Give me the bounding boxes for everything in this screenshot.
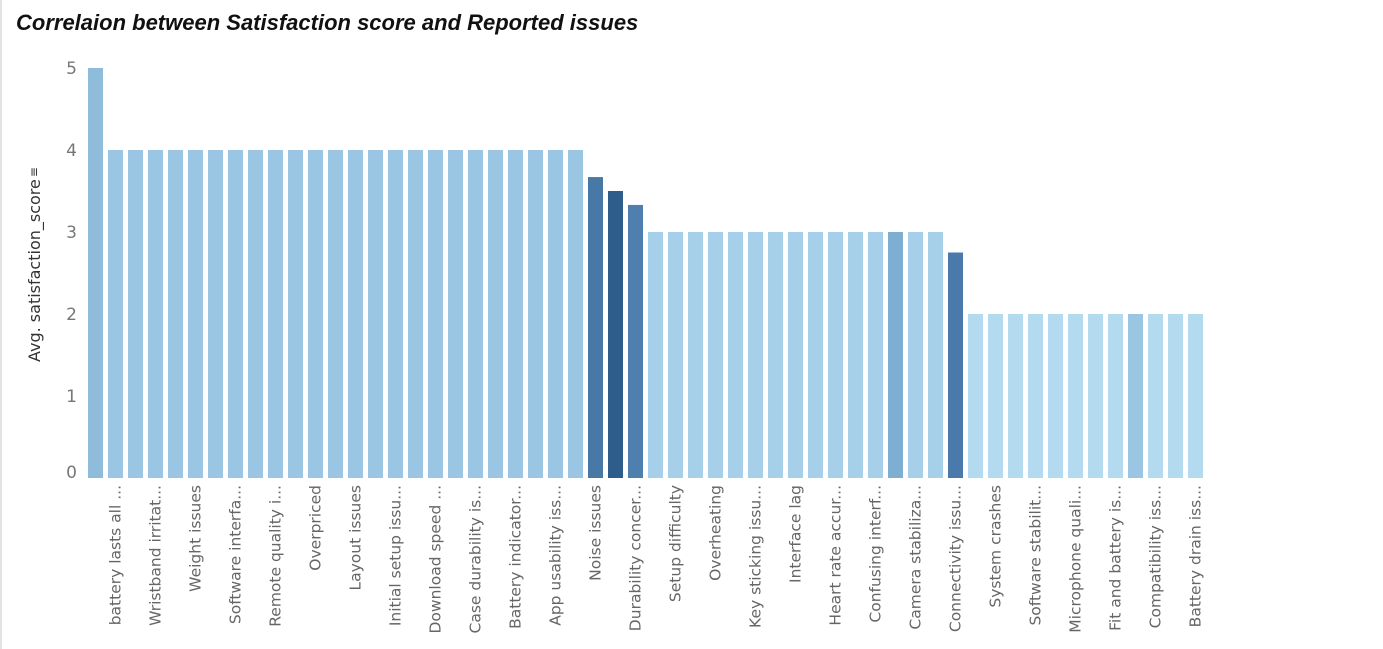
bar[interactable] [188,150,203,478]
bar[interactable] [428,150,443,478]
bar[interactable] [988,314,1003,478]
bar[interactable] [268,150,283,478]
x-tick-label: Download speed ... [427,485,445,634]
bar[interactable] [1148,314,1163,478]
bar[interactable] [548,150,563,478]
bar[interactable] [728,232,743,478]
bar[interactable] [388,150,403,478]
bar[interactable] [528,150,543,478]
bar[interactable] [468,150,483,478]
x-tick-label: Key sticking issu... [747,485,765,628]
x-tick-label: Camera stabiliza... [907,485,925,630]
bar[interactable] [88,68,103,478]
y-tick-label: 4 [66,141,77,161]
x-tick-label: Software stabilit... [1027,485,1045,626]
bar[interactable] [168,150,183,478]
bar[interactable] [288,150,303,478]
x-tick-label: Setup difficulty [667,485,685,602]
bar[interactable] [848,232,863,478]
x-tick-label: Microphone quali... [1067,485,1085,633]
bar[interactable] [1128,314,1143,478]
bar[interactable] [648,232,663,478]
bar[interactable] [1168,314,1183,478]
bar[interactable] [568,150,583,478]
bar[interactable] [408,150,423,478]
bar[interactable] [888,232,903,478]
x-tick-label: Overpriced [307,485,325,571]
bar[interactable] [1188,314,1203,478]
x-tick-label: Fit and battery is... [1107,485,1125,631]
bar[interactable] [748,232,763,478]
y-axis-ticks: 0 1 2 3 4 5 [66,59,77,483]
x-tick-label: App usability iss... [547,485,565,626]
y-tick-label: 5 [66,59,77,79]
bar[interactable] [488,150,503,478]
x-tick-label: Durability concer... [627,485,645,631]
bar[interactable] [828,232,843,478]
bar[interactable] [1088,314,1103,478]
x-tick-label: Software interfa... [227,485,245,624]
bar[interactable] [688,232,703,478]
x-tick-label: Noise issues [587,485,605,581]
x-tick-label: Weight issues [187,485,205,592]
bar[interactable] [808,232,823,478]
x-tick-label: Connectivity issu... [947,485,965,632]
bar[interactable] [708,232,723,478]
y-axis-label: Avg. satisfaction_score ≡ [25,167,45,362]
bar[interactable] [308,150,323,478]
x-tick-label: Overheating [707,485,725,581]
y-tick-label: 3 [66,223,77,243]
x-tick-label: Layout issues [347,485,365,591]
y-tick-label: 0 [66,463,77,483]
x-tick-label: Compatibility iss... [1147,485,1165,628]
bar[interactable] [328,150,343,478]
bar[interactable] [1048,314,1063,478]
bar[interactable] [1108,314,1123,478]
bar[interactable] [868,232,883,478]
bar[interactable] [1008,314,1023,478]
x-tick-label: Heart rate accur... [827,485,845,626]
left-border [0,0,2,649]
bar[interactable] [768,232,783,478]
bar[interactable] [368,150,383,478]
y-tick-label: 2 [66,305,77,325]
bar[interactable] [228,150,243,478]
bar[interactable] [108,150,123,478]
x-axis-labels: battery lasts all ... Wristband irritat..… [107,485,1205,634]
sort-indicator-icon: ≡ [27,167,41,177]
x-tick-label: Remote quality i... [267,485,285,627]
bar[interactable] [248,150,263,478]
bar[interactable] [908,232,923,478]
x-tick-label: Initial setup issu... [387,485,405,626]
bar[interactable] [668,232,683,478]
bar[interactable] [928,232,943,478]
x-tick-label: Battery indicator... [507,485,525,629]
bar[interactable] [948,252,963,479]
bar[interactable] [788,232,803,478]
bar[interactable] [608,191,623,478]
x-tick-label: Interface lag [787,485,805,583]
bar[interactable] [588,177,603,478]
bar[interactable] [128,150,143,478]
x-tick-label: Wristband irritat... [147,485,165,626]
bar[interactable] [1068,314,1083,478]
chart-title: Correlaion between Satisfaction score an… [16,10,639,35]
y-tick-label: 1 [66,387,77,407]
bar[interactable] [448,150,463,478]
bars [88,68,1203,478]
x-tick-label: System crashes [987,485,1005,608]
y-axis-label-text: Avg. satisfaction_score [25,179,45,362]
x-tick-label: Case durability is... [467,485,485,634]
bar[interactable] [1028,314,1043,478]
x-tick-label: Battery drain iss... [1187,485,1205,627]
bar[interactable] [348,150,363,478]
bar[interactable] [628,204,643,478]
x-tick-label: battery lasts all ... [107,485,125,625]
bar[interactable] [508,150,523,478]
bar[interactable] [148,150,163,478]
bar[interactable] [208,150,223,478]
x-tick-label: Confusing interf... [867,485,885,623]
bar[interactable] [968,314,983,478]
